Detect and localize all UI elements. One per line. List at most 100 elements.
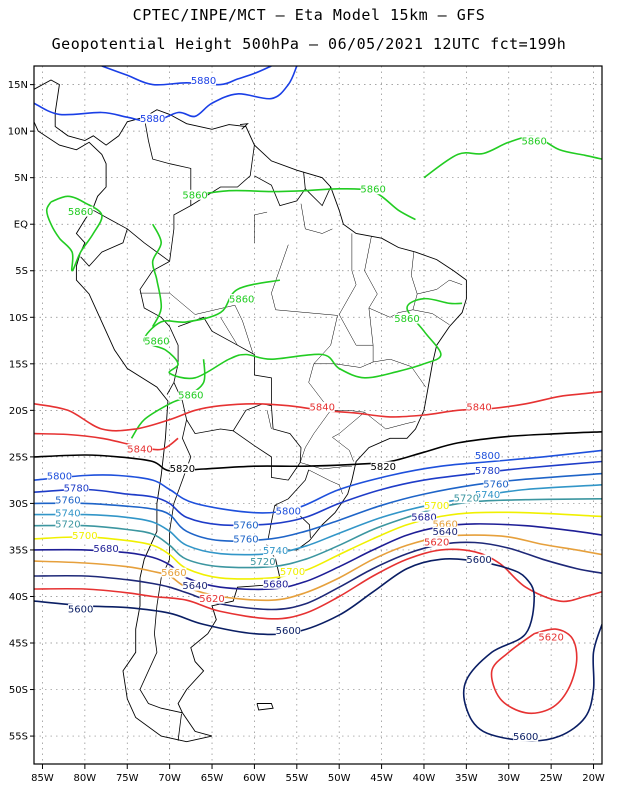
state-border xyxy=(372,345,426,388)
state-border xyxy=(338,233,378,346)
contour-label: 5780 xyxy=(64,483,89,494)
contour-5840 xyxy=(34,432,179,451)
contour-label: 5640 xyxy=(432,527,457,538)
contour-5760 xyxy=(34,472,602,542)
contour-label-bg xyxy=(63,482,89,493)
country-border xyxy=(143,117,192,262)
contour-label-bg xyxy=(182,189,208,200)
contour-5860 xyxy=(130,359,206,439)
contour-label: 5640 xyxy=(182,581,207,592)
lon-tick-label: 80W xyxy=(74,773,97,784)
contour-label: 5860 xyxy=(178,390,203,401)
lat-tick-label: 20S xyxy=(9,406,28,417)
title-line-2: Geopotential Height 500hPa – 06/05/2021 … xyxy=(51,35,567,53)
contour-5820 xyxy=(34,431,602,472)
lat-tick-label: 35S xyxy=(9,545,28,556)
contour-label: 5760 xyxy=(233,521,258,532)
contour-label: 5720 xyxy=(454,494,479,505)
state-border xyxy=(300,462,352,470)
country-border xyxy=(173,382,272,435)
country-border xyxy=(127,228,170,262)
contour-label: 5600 xyxy=(68,604,93,615)
contour-label-bg xyxy=(178,389,204,400)
country-border xyxy=(80,209,128,267)
country-border xyxy=(254,172,306,207)
coastline xyxy=(0,229,4,234)
contour-label: 5780 xyxy=(475,466,500,477)
contour-label: 5800 xyxy=(276,507,301,518)
contour-label-bg xyxy=(466,401,492,412)
contour-label-bg xyxy=(280,566,306,577)
contour-label: 5860 xyxy=(144,336,169,347)
contour-label: 5700 xyxy=(72,531,97,542)
lat-tick-label: 45S xyxy=(9,639,28,650)
contour-label: 5760 xyxy=(55,496,80,507)
coastlines xyxy=(0,79,467,743)
contour-5600 xyxy=(34,558,602,742)
country-border xyxy=(190,145,255,206)
contour-label-bg xyxy=(169,463,195,474)
contour-5640 xyxy=(34,541,602,611)
contour-label-bg xyxy=(370,461,396,472)
contour-5860 xyxy=(186,187,416,221)
contour-label-bg xyxy=(275,506,301,517)
lat-tick-label: 15N xyxy=(8,80,28,91)
contour-label-bg xyxy=(144,335,170,346)
country-border xyxy=(232,430,301,481)
contour-label: 5620 xyxy=(199,594,224,605)
contour-label-bg xyxy=(453,493,479,504)
country-border xyxy=(139,419,192,714)
contour-label: 5700 xyxy=(280,567,305,578)
lat-tick-label: 40S xyxy=(9,592,28,603)
contour-label-bg xyxy=(55,508,81,519)
contour-label: 5720 xyxy=(55,520,80,531)
contour-5880 xyxy=(101,66,272,86)
contour-label-bg xyxy=(55,519,81,530)
contour-label-bg xyxy=(68,603,94,614)
contour-label-bg xyxy=(466,554,492,565)
contour-label: 5820 xyxy=(170,464,195,475)
lat-tick-label: 5S xyxy=(15,266,28,277)
state-border xyxy=(308,469,343,495)
axis-ticks: 85W 80W 75W 70W 65W 60W 55W 50W 45W 40W 35W 30W 25W 2… xyxy=(8,80,605,784)
height-contours xyxy=(34,66,602,742)
contour-5660 xyxy=(34,534,602,602)
lat-tick-label: 10S xyxy=(9,313,28,324)
lon-tick-label: 60W xyxy=(243,773,266,784)
country-border xyxy=(305,186,332,207)
contour-label-bg xyxy=(161,567,187,578)
contour-label: 5800 xyxy=(475,451,500,462)
contour-label-bg xyxy=(250,556,276,567)
contour-label-bg xyxy=(55,495,81,506)
contour-label: 5620 xyxy=(424,537,449,548)
contour-label: 5860 xyxy=(360,185,385,196)
contour-label: 5860 xyxy=(521,136,546,147)
lat-tick-label: 30S xyxy=(9,499,28,510)
contour-label-bg xyxy=(140,113,166,124)
lon-tick-label: 50W xyxy=(328,773,351,784)
contour-5700 xyxy=(34,511,602,580)
contour-label-bg xyxy=(263,545,289,556)
contour-label: 5740 xyxy=(475,490,500,501)
gridlines xyxy=(34,66,602,764)
coastline xyxy=(34,79,467,743)
contour-label-bg xyxy=(93,543,119,554)
state-border xyxy=(330,410,416,430)
contour-label: 5680 xyxy=(411,512,436,523)
contour-5860 xyxy=(143,279,463,380)
contour-label-bg xyxy=(191,75,217,86)
contour-5880 xyxy=(34,66,298,123)
contour-label-bg xyxy=(309,401,335,412)
coastline xyxy=(239,123,249,130)
contour-label-bg xyxy=(233,520,259,531)
contour-label: 5880 xyxy=(140,114,165,125)
contour-label-bg xyxy=(68,206,94,217)
contour-label-bg xyxy=(432,526,458,537)
contour-label-bg xyxy=(394,313,420,324)
contour-label-bg xyxy=(233,534,259,545)
country-border xyxy=(177,316,302,463)
state-border xyxy=(254,211,268,243)
contour-label-bg xyxy=(475,465,501,476)
contour-label-bg xyxy=(475,450,501,461)
